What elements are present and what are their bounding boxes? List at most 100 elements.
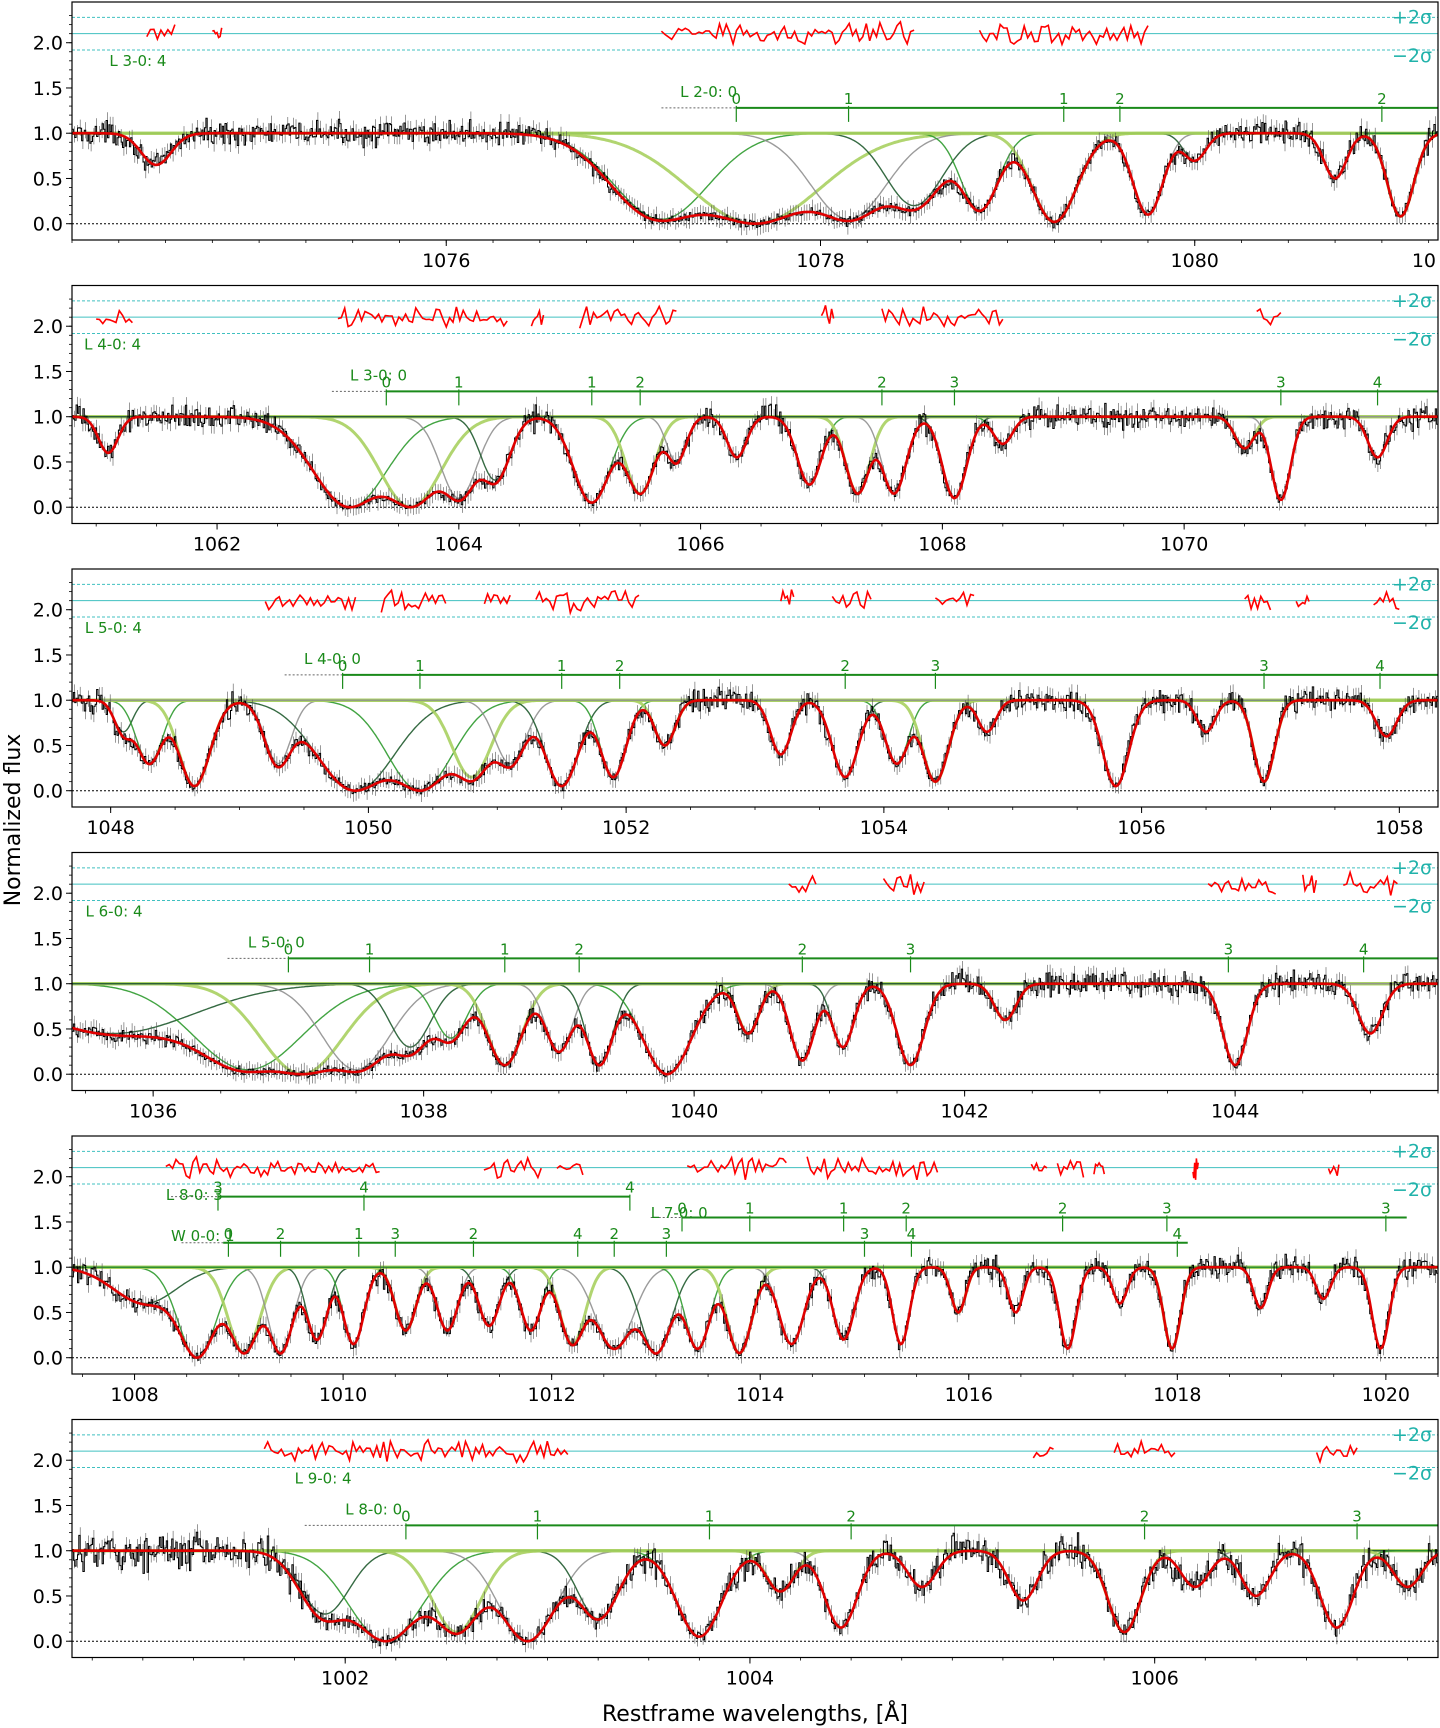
sigma-plus-label: +2σ [1392,6,1432,28]
y-tick-label: 0.0 [33,1348,63,1370]
residual-segment [380,588,447,613]
sigma-minus-label: −2σ [1392,45,1432,67]
residual-segment [1207,876,1277,895]
level-tick-label: 1 [587,373,597,391]
level-tick-label: 2 [1058,1199,1068,1217]
level-tick-label: 3 [1224,940,1234,958]
component-profile [72,699,1438,787]
panel-2: 0 1 1 2 2 3 3 4 L 4-0: 4 L 3-0: 0 +2σ −2σ 0.0 0.5 1.0 1… [33,284,1439,556]
x-tick-label: 1052 [602,817,650,839]
residual-segment [1030,1161,1048,1172]
y-tick-label: 1.0 [33,690,63,712]
level-tick-label: 0 [338,657,348,675]
residual-segment [1327,1164,1340,1176]
component-profile [72,699,1438,792]
level-tick-label: 1 [839,1199,849,1217]
residual-segment [535,588,640,616]
residual-segment [1315,1443,1358,1465]
y-axis-label: Normalized flux [1,734,26,907]
data-spectrum [72,1253,1438,1361]
level-tick-label: 4 [1375,657,1385,675]
level-tick-label: 1 [415,657,425,675]
data-errorbars [72,111,1438,236]
level-label: L 9-0: 4 [295,1470,352,1488]
x-tick-label: 1040 [670,1101,718,1123]
y-tick-label: 0.0 [33,781,63,803]
level-tick-label: 3 [1381,1199,1391,1217]
level-label: L 6-0: 4 [86,903,143,921]
level-tick-label: 0 [224,1225,234,1243]
model-total [72,1265,1438,1360]
panel-6: 0 1 1 2 2 3 L 9-0: 4 L 8-0: 0 +2σ −2σ 0.0 0.5 1.0 1.5… [33,1418,1439,1690]
level-label: L 8-0: 3 [166,1186,223,1204]
level-tick-label: 3 [1259,657,1269,675]
y-tick-label: 2.0 [33,1450,63,1472]
level-tick-label: 2 [635,373,645,391]
residual-segment [780,588,795,605]
x-tick-label: 1054 [860,817,908,839]
component-profile [72,1549,1438,1589]
residual-segment [1373,589,1400,611]
level-tick-label: 4 [359,1179,369,1197]
x-tick-label: 1058 [1375,817,1423,839]
level-tick-label: 1 [500,940,510,958]
level-tick-label: 3 [1276,373,1286,391]
residual-segment [263,1438,569,1465]
x-tick-label: 1012 [527,1384,575,1406]
level-tick-label: 2 [840,657,850,675]
x-tick-label: 1004 [726,1668,774,1690]
x-tick-label: 1066 [676,534,724,556]
y-tick-label: 1.0 [33,974,63,996]
x-tick-label: 1008 [110,1384,158,1406]
level-tick-label: 2 [901,1199,911,1217]
residual-segment [264,593,357,613]
level-label: L 7-0: 0 [651,1204,708,1222]
component-profile [72,699,1438,787]
panel-frame [71,1418,1439,1659]
x-tick-label: 1050 [344,817,392,839]
sigma-plus-label: +2σ [1392,573,1432,595]
x-tick-label: 1078 [796,250,844,272]
component-profile [72,699,1438,792]
x-tick-label: 1006 [1131,1668,1179,1690]
panel-frame [71,284,1439,525]
sigma-minus-label: −2σ [1392,1462,1432,1484]
y-tick-label: 1.5 [33,78,63,100]
y-tick-label: 1.5 [33,645,63,667]
level-label: L 4-0: 0 [304,650,361,668]
y-tick-label: 0.0 [33,214,63,236]
y-tick-label: 1.5 [33,1495,63,1517]
panel-3: 0 1 1 2 2 3 3 4 L 5-0: 4 L 4-0: 0 +2σ −2σ 0.0 0.5 1.0 1… [33,568,1439,839]
level-tick-label: 2 [798,940,808,958]
level-tick-label: 2 [615,657,625,675]
x-tick-label: 1002 [321,1668,369,1690]
sigma-minus-label: −2σ [1392,895,1432,917]
y-tick-label: 2.0 [33,1167,63,1189]
residual-segment [1032,1446,1054,1459]
panel-frame [71,1,1439,241]
level-label: L 4-0: 4 [84,336,141,354]
residual-segment [1343,869,1398,896]
residual-segment [1113,1438,1176,1459]
residual-segment [686,1155,787,1180]
panel-1: 0 1 1 2 2 L 3-0: 4 L 2-0: 0 +2σ −2σ 0.0 0.5 1.0 1.5 2… [33,1,1439,272]
level-tick-label: 2 [1140,1507,1150,1525]
level-label: L 3-0: 4 [109,52,166,70]
x-tick-label: 1038 [399,1101,447,1123]
level-tick-label: 2 [877,373,887,391]
residual-segment [978,22,1149,47]
model-total [72,1549,1438,1643]
level-tick-label: 1 [1059,90,1069,108]
level-label: L 8-0: 0 [345,1500,402,1518]
component-profile [72,132,1438,207]
level-label: W 0-0: 1 [171,1227,234,1245]
data-spectrum [72,968,1438,1079]
sigma-plus-label: +2σ [1392,857,1432,879]
x-tick-label: 1036 [129,1101,177,1123]
residual-segment [212,27,223,39]
model-total [72,698,1438,793]
level-label: L 3-0: 0 [350,366,407,384]
data-spectrum [72,402,1438,510]
level-tick-label: 0 [284,940,294,958]
level-label: L 5-0: 0 [248,933,305,951]
